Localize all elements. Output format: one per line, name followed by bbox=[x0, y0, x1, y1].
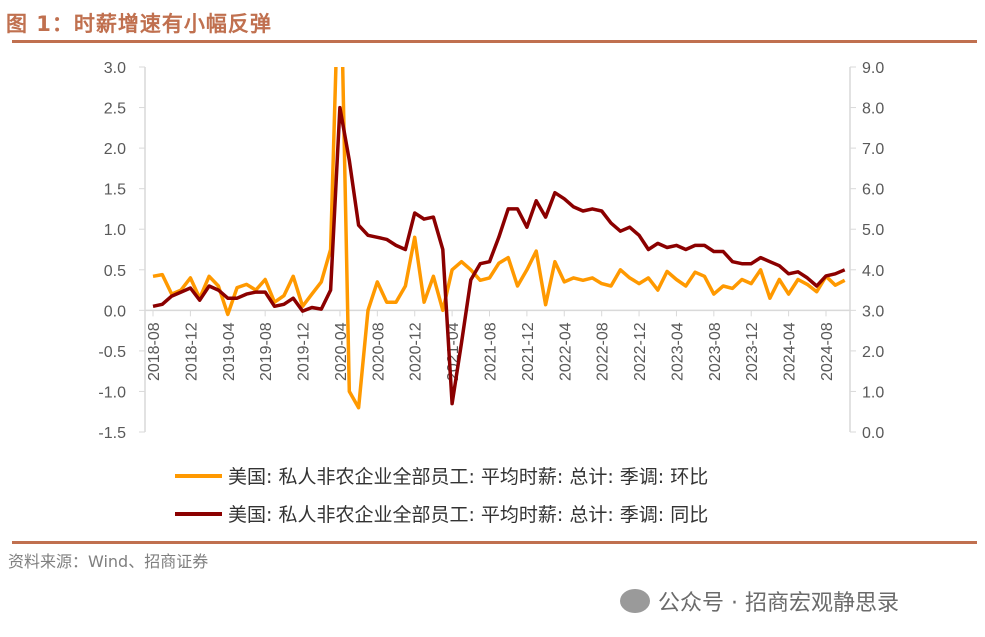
right-tick-label: 1.0 bbox=[862, 384, 884, 401]
watermark: 公众号 · 招商宏观静思录 bbox=[620, 585, 899, 617]
title-divider bbox=[12, 40, 977, 43]
x-tick-label: 2020-12 bbox=[408, 322, 425, 381]
x-tick-label: 2023-04 bbox=[669, 322, 686, 381]
legend-label: 美国: 私人非农企业全部员工: 平均时薪: 总计: 季调: 环比 bbox=[228, 466, 708, 488]
x-tick-label: 2019-08 bbox=[258, 322, 275, 381]
chart: 3.0 2.5 2.0 1.5 1.0 0.5 0.0 -0.5 -1.0 -1.5 9.0 8.0 7… bbox=[98, 60, 884, 526]
right-tick-label: 0.0 bbox=[862, 425, 884, 442]
x-tick-label: 2018-08 bbox=[146, 322, 163, 381]
left-tick-label: 0.0 bbox=[104, 303, 126, 320]
x-tick-label: 2024-04 bbox=[782, 322, 799, 381]
x-tick-label: 2023-08 bbox=[707, 322, 724, 381]
series-line-mom bbox=[152, 67, 846, 410]
wechat-icon bbox=[620, 589, 650, 613]
left-tick-label: 1.0 bbox=[104, 222, 126, 239]
right-tick-label: 4.0 bbox=[862, 263, 884, 280]
x-tick-label: 2019-12 bbox=[296, 322, 313, 381]
right-tick-label: 2.0 bbox=[862, 344, 884, 361]
source-note: 资料来源：Wind、招商证券 bbox=[8, 552, 209, 571]
x-tick-label: 2019-04 bbox=[221, 322, 238, 381]
x-tick-label: 2022-08 bbox=[595, 322, 612, 381]
x-tick-label: 2020-08 bbox=[370, 322, 387, 381]
right-tick-label: 3.0 bbox=[862, 303, 884, 320]
left-tick-label: 2.5 bbox=[104, 101, 126, 118]
x-tick-label: 2020-04 bbox=[333, 322, 350, 381]
figure-title: 图 1：时薪增速有小幅反弹 bbox=[6, 12, 272, 36]
x-tick-label: 2022-04 bbox=[557, 322, 574, 381]
left-tick-label: -0.5 bbox=[98, 344, 126, 361]
x-tick-label: 2021-08 bbox=[483, 322, 500, 381]
footer-divider bbox=[12, 541, 977, 544]
right-tick-label: 8.0 bbox=[862, 101, 884, 118]
series-line-yoy bbox=[152, 105, 846, 406]
right-tick-label: 9.0 bbox=[862, 60, 884, 77]
left-tick-label: 2.0 bbox=[104, 141, 126, 158]
x-tick-label: 2018-12 bbox=[183, 322, 200, 381]
watermark-text: 公众号 · 招商宏观静思录 bbox=[658, 591, 899, 616]
left-tick-label: 3.0 bbox=[104, 60, 126, 77]
x-tick-label: 2022-12 bbox=[632, 322, 649, 381]
left-tick-label: 0.5 bbox=[104, 263, 126, 280]
left-tick-label: -1.0 bbox=[98, 384, 126, 401]
x-tick-label: 2021-12 bbox=[520, 322, 537, 381]
left-tick-label: 1.5 bbox=[104, 182, 126, 199]
right-tick-label: 6.0 bbox=[862, 182, 884, 199]
right-tick-label: 5.0 bbox=[862, 222, 884, 239]
left-tick-label: -1.5 bbox=[98, 425, 126, 442]
x-tick-label: 2024-08 bbox=[819, 322, 836, 381]
legend-label: 美国: 私人非农企业全部员工: 平均时薪: 总计: 季调: 同比 bbox=[228, 504, 708, 526]
right-tick-label: 7.0 bbox=[862, 141, 884, 158]
x-tick-label: 2023-12 bbox=[744, 322, 761, 381]
